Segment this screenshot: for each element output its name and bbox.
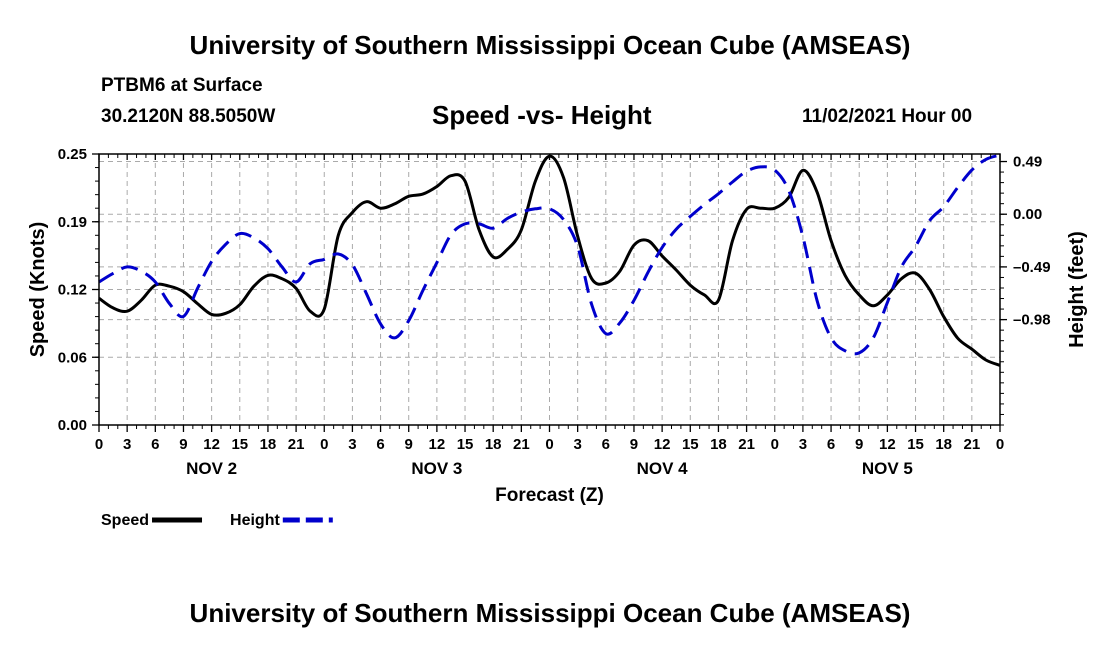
y2-axis-title: Height (feet) — [1066, 231, 1088, 348]
y2-tick-label: 0.49 — [1013, 154, 1042, 171]
x-tick-label: 6 — [827, 436, 835, 453]
x-tick-label: 21 — [738, 436, 755, 453]
x-tick-label: 15 — [907, 436, 924, 453]
x-tick-label: 0 — [320, 436, 328, 453]
legend-label: Speed — [101, 512, 149, 529]
y-tick-label: 0.00 — [58, 417, 87, 434]
axis-ticks — [92, 153, 1007, 432]
grid-lines — [99, 154, 1000, 425]
x-tick-label: 0 — [996, 436, 1004, 453]
footer-title: University of Southern Mississippi Ocean… — [189, 598, 911, 628]
x-tick-label: 18 — [485, 436, 502, 453]
axis-labels: 0 3 6 9 12 15 18 21 0 3 6 9 12 15 18 21 0 3 6 9 12 15 18 21 0 3 6 9… — [27, 146, 1088, 506]
legend: Speed Height — [101, 512, 333, 529]
x-tick-label: 6 — [602, 436, 610, 453]
x-tick-label: 12 — [654, 436, 671, 453]
x-tick-label: 12 — [429, 436, 446, 453]
x-tick-label: 15 — [682, 436, 699, 453]
x-tick-label: 18 — [260, 436, 277, 453]
day-label: NOV 2 — [186, 459, 237, 478]
x-tick-label: 21 — [964, 436, 981, 453]
x-tick-label: 15 — [231, 436, 248, 453]
y2-tick-label: –0.49 — [1013, 259, 1051, 276]
forecast-date: 11/02/2021 Hour 00 — [802, 106, 973, 127]
x-tick-label: 3 — [123, 436, 131, 453]
y2-tick-label: –0.98 — [1013, 312, 1051, 329]
x-tick-label: 9 — [405, 436, 413, 453]
y-tick-label: 0.12 — [58, 282, 87, 299]
series-lines — [98, 153, 1001, 367]
x-tick-label: 18 — [710, 436, 727, 453]
legend-label: Height — [230, 512, 280, 529]
y-tick-label: 0.25 — [58, 146, 87, 163]
x-tick-label: 6 — [151, 436, 159, 453]
x-tick-label: 6 — [376, 436, 384, 453]
station-coordinates: 30.2120N 88.5050W — [101, 106, 276, 127]
chart-title: Speed -vs- Height — [432, 100, 652, 130]
y-tick-label: 0.19 — [58, 214, 87, 231]
y-axis-title: Speed (Knots) — [27, 222, 49, 358]
x-tick-label: 3 — [573, 436, 581, 453]
x-tick-label: 12 — [203, 436, 220, 453]
x-tick-label: 21 — [513, 436, 530, 453]
day-label: NOV 5 — [862, 459, 913, 478]
x-tick-label: 0 — [771, 436, 779, 453]
x-tick-label: 12 — [879, 436, 896, 453]
x-tick-label: 9 — [179, 436, 187, 453]
x-tick-label: 3 — [348, 436, 356, 453]
station-label: PTBM6 at Surface — [101, 75, 263, 96]
y-tick-label: 0.06 — [58, 349, 87, 366]
x-tick-label: 3 — [799, 436, 807, 453]
x-tick-label: 21 — [288, 436, 305, 453]
x-tick-label: 15 — [457, 436, 474, 453]
x-tick-label: 0 — [95, 436, 103, 453]
y2-tick-label: 0.00 — [1013, 206, 1042, 223]
x-tick-label: 9 — [855, 436, 863, 453]
x-axis-title: Forecast (Z) — [495, 485, 604, 506]
page-title: University of Southern Mississippi Ocean… — [189, 30, 911, 60]
day-label: NOV 4 — [637, 459, 689, 478]
x-tick-label: 9 — [630, 436, 638, 453]
x-tick-label: 18 — [935, 436, 952, 453]
height-series-line — [98, 153, 1001, 356]
day-label: NOV 3 — [411, 459, 462, 478]
x-tick-label: 0 — [545, 436, 553, 453]
